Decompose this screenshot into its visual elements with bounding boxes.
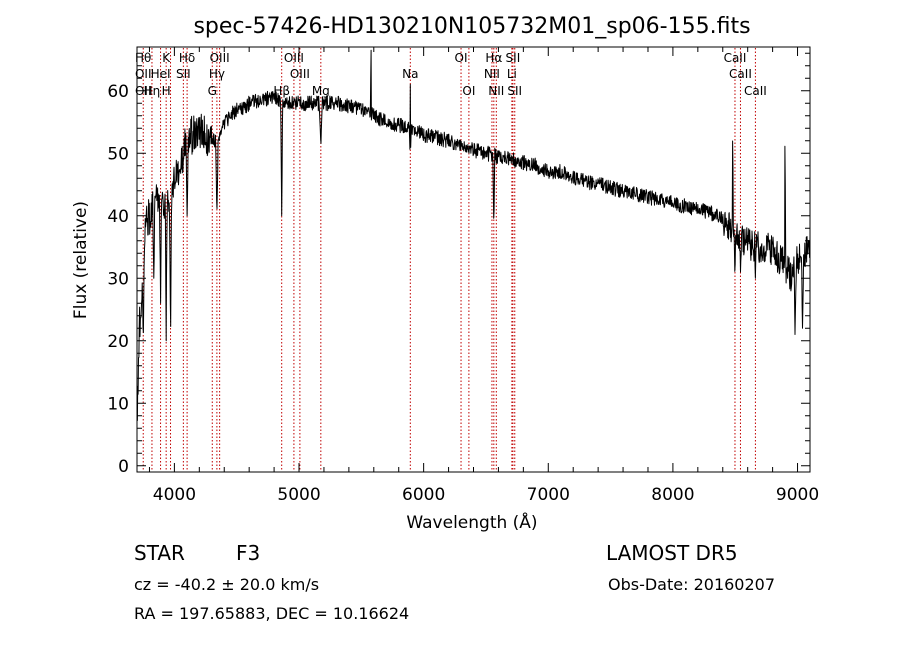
line-label: HeI bbox=[151, 67, 171, 81]
line-label: Hγ bbox=[209, 67, 225, 81]
x-tick-label: 7000 bbox=[527, 485, 570, 505]
line-label: CaII bbox=[724, 51, 747, 65]
line-label: K bbox=[162, 51, 171, 65]
y-tick-label: 50 bbox=[107, 144, 129, 164]
line-label: SII bbox=[176, 67, 191, 81]
chart-title: spec-57426-HD130210N105732M01_sp06-155.f… bbox=[193, 14, 750, 39]
x-tick-label: 8000 bbox=[651, 485, 694, 505]
x-tick-label: 5000 bbox=[277, 485, 320, 505]
y-tick-label: 30 bbox=[107, 269, 129, 289]
object-class: STAR bbox=[134, 541, 185, 565]
y-axis-ticks: 0 10 20 30 40 50 60 bbox=[107, 52, 810, 477]
line-label: Hα bbox=[485, 51, 502, 65]
y-tick-label: 20 bbox=[107, 332, 129, 352]
line-label: OIII bbox=[290, 67, 310, 81]
line-label: Li bbox=[507, 67, 517, 81]
x-axis-ticks: 4000 5000 6000 7000 8000 9000 bbox=[148, 47, 819, 505]
line-label: SII bbox=[506, 51, 521, 65]
obs-date: Obs-Date: 20160207 bbox=[608, 575, 776, 594]
line-label: Na bbox=[402, 67, 418, 81]
line-label: NII bbox=[484, 67, 500, 81]
line-label: Mg bbox=[312, 84, 330, 98]
x-tick-label: 9000 bbox=[776, 485, 819, 505]
y-tick-label: 0 bbox=[118, 457, 129, 477]
line-label: Hη bbox=[144, 84, 161, 98]
line-label: G bbox=[208, 84, 217, 98]
survey-name: LAMOST DR5 bbox=[606, 541, 738, 565]
y-tick-label: 40 bbox=[107, 207, 129, 227]
spectrum-line bbox=[136, 49, 811, 421]
y-tick-label: 60 bbox=[107, 82, 129, 102]
line-label: CaII bbox=[744, 84, 767, 98]
line-label: OIII bbox=[284, 51, 304, 65]
line-label: NII bbox=[488, 84, 504, 98]
line-label: Hδ bbox=[179, 51, 195, 65]
y-axis-label: Flux (relative) bbox=[71, 201, 91, 319]
line-label: OI bbox=[462, 84, 475, 98]
line-label: OII bbox=[135, 67, 152, 81]
redshift-text: cz = -40.2 ± 20.0 km/s bbox=[134, 575, 320, 594]
line-label: H bbox=[162, 84, 171, 98]
y-tick-label: 10 bbox=[107, 394, 129, 414]
object-subclass: F3 bbox=[236, 541, 261, 565]
line-label: OI bbox=[455, 51, 468, 65]
line-label: OIII bbox=[210, 51, 230, 65]
line-marker-labels: HθOIIOIIHηHeIKHSIIHδGHγOIIIHβOIIIOIIIMgN… bbox=[135, 51, 767, 98]
x-tick-label: 4000 bbox=[153, 485, 196, 505]
line-label: CaII bbox=[729, 67, 752, 81]
coordinates: RA = 197.65883, DEC = 10.16624 bbox=[134, 604, 410, 623]
line-label: SII bbox=[507, 84, 522, 98]
x-axis-label: Wavelength (Å) bbox=[406, 511, 537, 533]
x-tick-label: 6000 bbox=[402, 485, 445, 505]
line-label: Hθ bbox=[135, 51, 151, 65]
